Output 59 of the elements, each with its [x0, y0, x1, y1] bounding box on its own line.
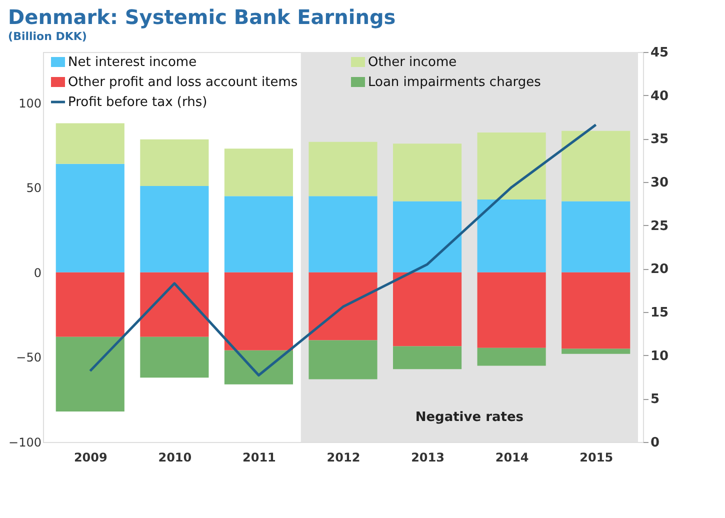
legend-label: Loan impairments charges — [368, 75, 542, 90]
bar — [562, 201, 630, 272]
bar — [140, 336, 209, 378]
legend-label: Other income — [368, 55, 457, 70]
bar — [140, 186, 209, 272]
x-tick-label: 2012 — [326, 450, 360, 464]
bar — [308, 340, 378, 380]
y-tick-label: 0 — [34, 266, 42, 280]
x-tick-label: 2010 — [158, 450, 192, 464]
bar — [393, 144, 462, 202]
bar — [224, 196, 293, 272]
y2-tick-label: 20 — [650, 262, 669, 278]
bar — [393, 346, 462, 370]
y-tick-label: 100 — [18, 96, 42, 110]
bar — [308, 142, 378, 196]
y2-tick-label: 45 — [650, 46, 669, 60]
y-tick-label: −100 — [8, 436, 42, 450]
legend-label: Net interest income — [68, 55, 197, 70]
legend-label: Profit before tax (rhs) — [68, 95, 208, 110]
bar — [393, 201, 462, 272]
y2-tick-label: 25 — [650, 218, 669, 234]
bar — [308, 272, 378, 340]
y2-tick-label: 40 — [650, 88, 669, 104]
bar — [56, 123, 124, 164]
bar — [140, 272, 209, 337]
y2-tick-label: 35 — [650, 132, 669, 148]
bar — [308, 196, 378, 272]
chart-subtitle: (Billion DKK) — [8, 30, 87, 43]
y2-tick-label: 30 — [650, 176, 669, 190]
x-tick-label: 2015 — [580, 450, 614, 464]
bar — [224, 148, 293, 196]
y2-tick-label: 5 — [650, 392, 660, 408]
bar — [140, 139, 209, 186]
x-tick-label: 2013 — [411, 450, 444, 464]
bar — [562, 272, 630, 349]
bar — [56, 164, 124, 272]
y-tick-label: 50 — [26, 181, 42, 196]
x-tick-label: 2011 — [242, 450, 276, 464]
bar — [477, 272, 546, 348]
y2-tick-label: 10 — [650, 348, 669, 364]
bar — [56, 336, 124, 412]
bar — [393, 272, 462, 346]
chart-title: Denmark: Systemic Bank Earnings — [8, 5, 396, 29]
legend-label: Other profit and loss account items — [68, 75, 298, 90]
y2-tick-label: 0 — [650, 436, 660, 450]
bar — [56, 272, 124, 337]
line-series — [88, 124, 598, 377]
bar — [562, 130, 630, 202]
bar — [477, 200, 546, 272]
y2-tick-label: 15 — [650, 306, 669, 320]
bar — [224, 350, 293, 384]
x-tick-label: 2014 — [495, 450, 529, 464]
band-label: Negative rates — [415, 410, 524, 425]
x-tick-label: 2009 — [74, 450, 108, 464]
bar — [477, 348, 546, 366]
bar — [477, 132, 546, 200]
bar — [562, 348, 630, 354]
bar — [224, 272, 293, 350]
y-tick-label: −50 — [16, 350, 42, 365]
